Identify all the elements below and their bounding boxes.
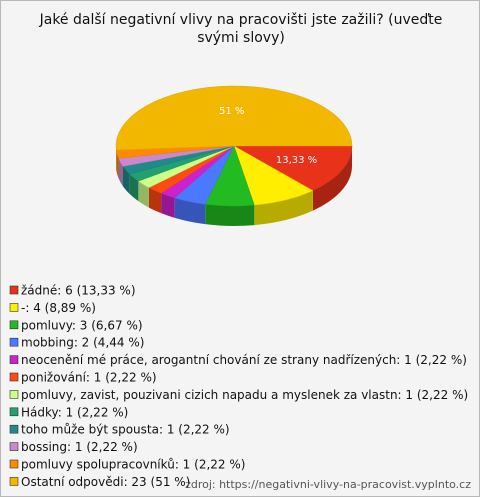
legend-label: pomluvy spolupracovníků: 1 (2,22 %) (21, 458, 245, 472)
legend-swatch (9, 459, 19, 469)
slice-side (205, 204, 255, 227)
legend-swatch (9, 477, 19, 486)
chart-title: Jaké další negativní vlivy na pracovišti… (39, 12, 443, 46)
legend-swatch (9, 372, 19, 382)
legend-label: Hádky: 1 (2,22 %) (21, 405, 128, 419)
slice-label: 13,33 % (276, 155, 317, 166)
legend-label: pomluvy: 3 (6,67 %) (21, 318, 143, 332)
legend-label: ponižování: 1 (2,22 %) (21, 371, 157, 385)
slice-side (161, 193, 175, 218)
legend-swatch (9, 337, 19, 347)
slice-side (254, 190, 313, 226)
slice-side (118, 158, 124, 187)
legend-swatch (9, 407, 19, 417)
slice (115, 85, 353, 151)
slice-side (138, 181, 149, 208)
legend-swatch (9, 424, 19, 434)
legend-swatch (9, 320, 19, 330)
legend-swatch (9, 442, 19, 451)
legend-label: pomluvy, zavist, pouzivani cizich napadu… (21, 388, 468, 402)
source: zdroj: https://negativni-vlivy-na-pracov… (185, 478, 471, 491)
legend-label: bossing: 1 (2,22 %) (21, 440, 138, 454)
slice (233, 145, 353, 191)
legend-swatch (9, 303, 19, 312)
slice-label: 51 % (219, 106, 244, 117)
legend-label: -: 4 (8,89 %) (21, 301, 96, 315)
slice-side (129, 174, 139, 202)
legend-swatch (9, 285, 19, 295)
slice-side (123, 166, 130, 195)
legend-label: žádné: 6 (13,33 %) (21, 284, 136, 298)
slice-side (312, 146, 352, 211)
legend-swatch (9, 355, 19, 364)
legend-label: Ostatní odpovědi: 23 (51 %) (21, 475, 190, 489)
legend-swatch (9, 390, 19, 399)
legend-label: toho může být spousta: 1 (2,22 %) (21, 423, 230, 437)
legend-label: neocenění mé práce, arogantní chování ze… (21, 353, 467, 367)
slice-side (148, 187, 162, 214)
legend-label: mobbing: 2 (4,44 %) (21, 336, 144, 350)
slice-side (174, 197, 206, 225)
